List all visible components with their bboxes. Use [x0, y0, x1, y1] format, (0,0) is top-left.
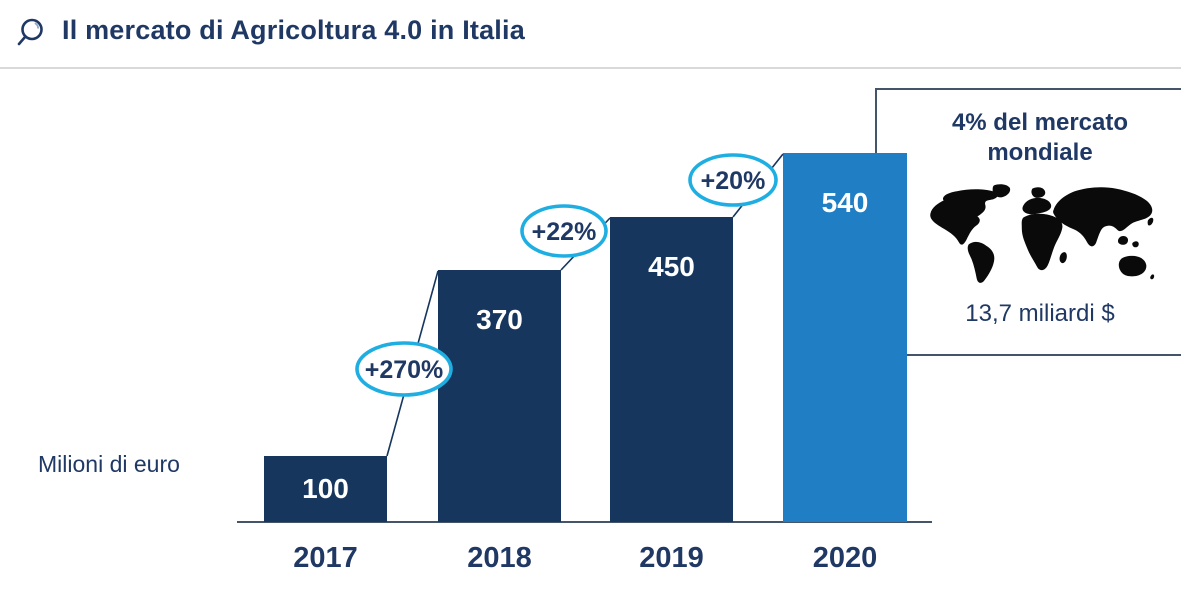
- magnifier-icon: [17, 18, 43, 46]
- bar-value-label: 370: [476, 304, 523, 335]
- x-tick-2019: 2019: [639, 542, 704, 574]
- bar-value-label: 540: [821, 187, 869, 218]
- growth-label-2018-2019: +22%: [531, 218, 597, 246]
- world-market-share-label: 4% del mercato mondiale: [951, 109, 1129, 166]
- growth-label-2017-2018: +270%: [364, 356, 444, 384]
- bar-2018: 370: [438, 270, 561, 522]
- header-divider: [0, 67, 1181, 69]
- bar-2020-highlight: 540: [783, 153, 907, 522]
- bar-value-label: 100: [302, 473, 349, 504]
- world-market-value-label: 13,7 miliardi $: [965, 300, 1115, 327]
- y-axis-unit-label: Milioni di euro: [38, 451, 180, 477]
- bar-2019: 450: [610, 217, 733, 522]
- growth-label-2019-2020: +20%: [700, 167, 766, 195]
- world-map-icon: [930, 184, 1155, 283]
- x-axis-line: [237, 521, 932, 523]
- world-market-panel: 4% del mercato mondiale 13,7 miliardi $: [875, 88, 1181, 356]
- x-tick-2018: 2018: [467, 542, 532, 574]
- x-tick-2017: 2017: [293, 542, 358, 574]
- x-tick-2020: 2020: [812, 542, 878, 574]
- bar-2017: 100: [264, 456, 387, 522]
- page-title: Il mercato di Agricoltura 4.0 in Italia: [62, 15, 525, 45]
- bar-value-label: 450: [648, 251, 695, 282]
